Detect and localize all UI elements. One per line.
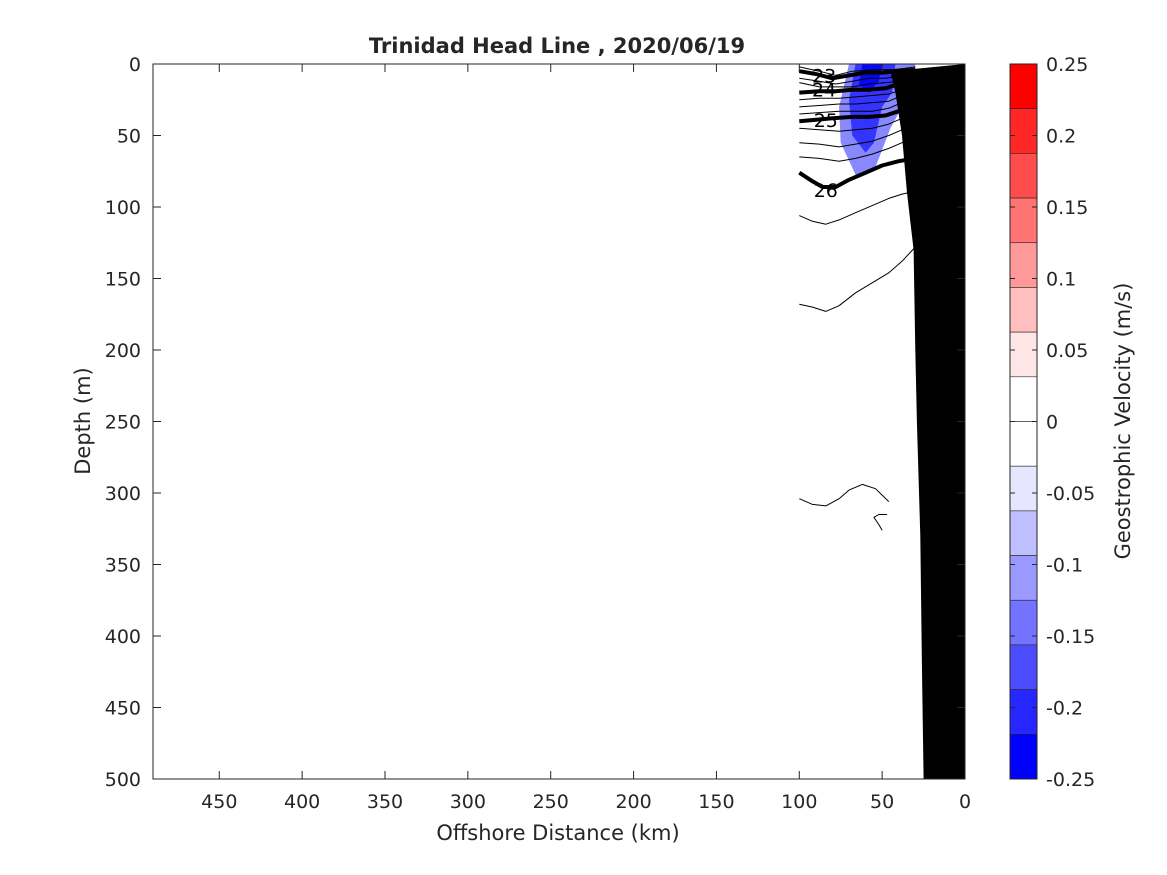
density-contour-0 — [799, 66, 916, 76]
x-tick-label-150: 150 — [698, 791, 734, 813]
y-tick-label-450: 450 — [105, 698, 141, 720]
density-contour-15 — [799, 483, 890, 507]
colorbar-tick-label: -0.25 — [1046, 769, 1095, 791]
y-axis-label: Depth (m) — [71, 367, 95, 474]
y-tick-label-250: 250 — [105, 412, 141, 434]
density-contour-13 — [799, 190, 916, 225]
x-tick-label-200: 200 — [615, 791, 651, 813]
x-tick-label-350: 350 — [367, 791, 403, 813]
colorbar-tick-label: -0.05 — [1046, 483, 1095, 505]
colorbar-segment-9 — [1009, 465, 1038, 512]
colorbar-segment-3 — [1009, 197, 1038, 244]
colorbar-tick-label: 0.1 — [1046, 269, 1076, 291]
velocity-patch-positive-2 — [852, 178, 916, 558]
bathymetry — [890, 64, 965, 779]
y-tick-label-300: 300 — [105, 483, 141, 505]
colorbar-segment-8 — [1009, 421, 1038, 467]
colorbar-tick-label: 0 — [1046, 412, 1058, 434]
x-axis: 450 400 350 300 250 200 150 100 50 0 — [201, 64, 971, 813]
x-tick-label-250: 250 — [533, 791, 569, 813]
density-contour-12 — [798, 156, 916, 189]
bathymetry-shape — [890, 64, 965, 779]
x-tick-label-300: 300 — [450, 791, 486, 813]
colorbar-segment-1 — [1009, 108, 1038, 154]
colorbar-tick-label: 0.2 — [1046, 126, 1076, 148]
density-contours — [798, 66, 917, 531]
density-contour-8 — [799, 100, 917, 124]
y-tick-label-100: 100 — [105, 197, 141, 219]
contour-label-26: 26 — [814, 180, 838, 202]
x-tick-label-50: 50 — [870, 791, 894, 813]
y-tick-label-200: 200 — [105, 340, 141, 362]
chart-title: Trinidad Head Line , 2020/06/19 — [369, 34, 745, 58]
colorbar-segment-12 — [1009, 599, 1038, 646]
density-contour-16 — [873, 514, 888, 531]
contour-label-24: 24 — [812, 80, 836, 102]
contour-label-25: 25 — [814, 110, 838, 132]
y-tick-label-350: 350 — [105, 555, 141, 577]
density-contour-3 — [799, 76, 916, 88]
density-contour-6 — [799, 89, 916, 108]
colorbar-tick-label: 0.25 — [1046, 54, 1088, 76]
density-contour-14 — [799, 246, 916, 312]
colorbar-tick-label: -0.1 — [1046, 555, 1083, 577]
colorbar-segment-6 — [1009, 331, 1038, 378]
density-contour-10 — [799, 120, 916, 148]
density-contour-7 — [799, 95, 916, 115]
colorbar-label: Geostrophic Velocity (m/s) — [1111, 283, 1135, 560]
colorbar-segment-5 — [1009, 287, 1038, 333]
colorbar-tick-label: 0.15 — [1046, 197, 1088, 219]
colorbar-segment-10 — [1009, 510, 1038, 556]
density-contour-1 — [798, 67, 916, 81]
colorbar-segment-11 — [1009, 555, 1038, 601]
colorbar: 0.25 0.2 0.15 0.1 0.05 0 -0.05 -0.1 -0.15 -0.2 -0.… — [1009, 54, 1095, 791]
x-axis-label: Offshore Distance (km) — [436, 821, 679, 845]
colorbar-segment-7 — [1009, 376, 1038, 422]
y-tick-label-0: 0 — [129, 54, 141, 76]
plot-area-border — [152, 63, 966, 780]
y-tick-label-400: 400 — [105, 626, 141, 648]
x-tick-label-400: 400 — [284, 791, 320, 813]
colorbar-tick-label: -0.15 — [1046, 626, 1095, 648]
colorbar-segment-0 — [1009, 63, 1038, 109]
y-tick-label-50: 50 — [117, 126, 141, 148]
colorbar-segment-4 — [1009, 242, 1038, 288]
x-tick-label-0: 0 — [959, 791, 971, 813]
density-contour-11 — [799, 135, 916, 162]
density-contour-5 — [799, 85, 916, 101]
colorbar-tick-label: -0.2 — [1046, 698, 1083, 720]
y-tick-label-150: 150 — [105, 269, 141, 291]
colorbar-segment-13 — [1009, 644, 1038, 690]
colorbar-segment-2 — [1009, 153, 1038, 199]
y-tick-label-500: 500 — [105, 769, 141, 791]
velocity-patch-positive-1 — [799, 64, 843, 186]
colorbar-segment-15 — [1009, 734, 1038, 780]
density-contour-2 — [799, 72, 916, 85]
x-tick-label-450: 450 — [201, 791, 237, 813]
x-tick-label-100: 100 — [781, 791, 817, 813]
velocity-fill — [799, 64, 916, 558]
contour-label-23: 23 — [812, 65, 836, 87]
colorbar-segment-14 — [1009, 689, 1038, 735]
velocity-patch-negative-4 — [849, 64, 896, 153]
density-contour-9 — [799, 109, 916, 132]
y-axis: 0 50 100 150 200 250 300 350 400 450 500 — [105, 54, 965, 791]
colorbar-tick-label: 0.05 — [1046, 340, 1088, 362]
density-contour-4 — [799, 79, 916, 95]
